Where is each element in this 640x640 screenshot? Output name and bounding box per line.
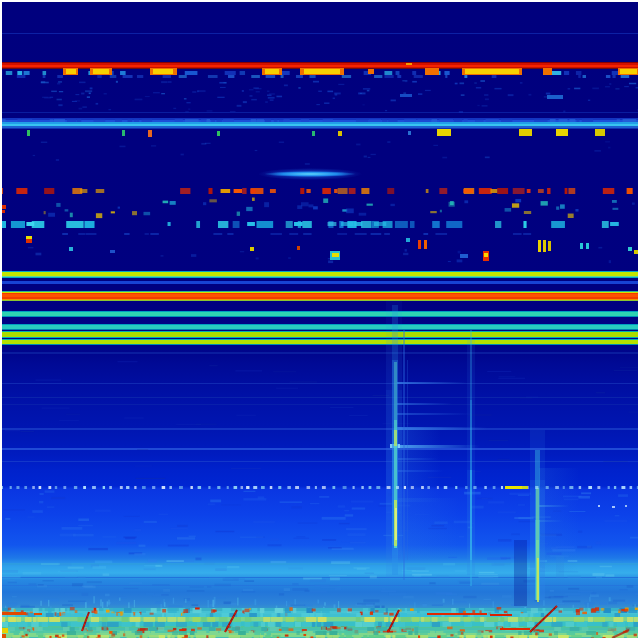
- spectrogram-heatmap-canvas: [0, 0, 640, 640]
- spectrogram-panel: [0, 0, 640, 640]
